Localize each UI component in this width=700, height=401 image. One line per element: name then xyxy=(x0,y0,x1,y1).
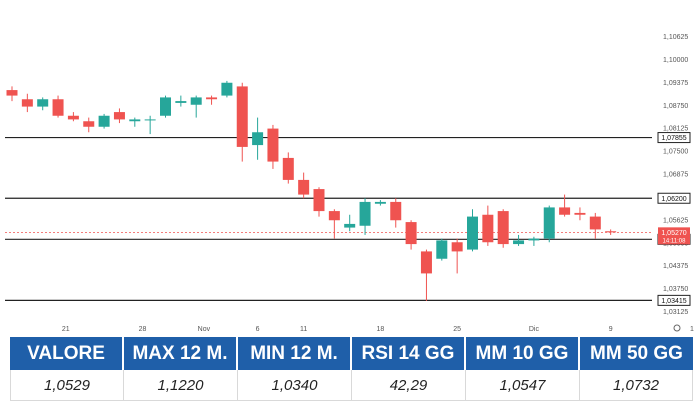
stat-value: 1,1220 xyxy=(124,370,238,401)
candle-body xyxy=(467,216,478,250)
candle-body xyxy=(298,179,310,195)
stat-mm-10gg: MM 10 GG 1,0547 xyxy=(466,337,580,401)
candle-body xyxy=(420,251,432,274)
level-badge xyxy=(657,192,691,204)
stat-value: 1,0340 xyxy=(238,370,352,401)
candle-body xyxy=(98,115,110,127)
current-price-badge xyxy=(658,227,690,245)
stat-label: MAX 12 M. xyxy=(124,337,238,370)
stat-min-12m: MIN 12 M. 1,0340 xyxy=(238,337,352,401)
current-price-label: 1,05270 xyxy=(661,230,686,237)
candle-body xyxy=(21,99,33,107)
stat-valore: VALORE 1,0529 xyxy=(10,337,124,401)
stat-label: RSI 14 GG xyxy=(352,337,466,370)
stat-rsi-14gg: RSI 14 GG 42,29 xyxy=(352,337,466,401)
candle-body xyxy=(282,157,294,180)
candlestick-chart: 1,10625 1,10000 1,09375 1,08750 1,08125 1,075… xyxy=(5,34,694,333)
candle-body xyxy=(267,128,279,162)
y-tick-label: 1,08125 xyxy=(663,126,688,133)
stat-max-12m: MAX 12 M. 1,1220 xyxy=(124,337,238,401)
level-badge xyxy=(657,294,691,306)
candle-body xyxy=(344,223,356,228)
candle-body xyxy=(236,86,248,147)
candle-body xyxy=(52,99,64,116)
y-tick-label: 1,03750 xyxy=(663,286,688,293)
candle-body xyxy=(405,222,417,245)
candle-body xyxy=(497,211,509,245)
candle-body xyxy=(129,119,141,122)
x-tick-label: 18 xyxy=(377,326,385,333)
x-tick-label: Nov xyxy=(198,326,211,333)
y-tick-label: 1,04375 xyxy=(663,263,688,270)
candle-body xyxy=(160,97,171,116)
stat-value: 1,0529 xyxy=(10,370,124,401)
candle-body xyxy=(83,121,95,127)
x-tick-label: 25 xyxy=(453,326,461,333)
y-tick-label: 1,10000 xyxy=(663,57,688,64)
level-badge-label: 1,03415 xyxy=(661,298,686,305)
countdown-label: 14:11:08 xyxy=(663,238,687,244)
y-tick-label: 1,09375 xyxy=(663,80,688,87)
y-tick-label: 1,10625 xyxy=(663,34,688,41)
candle-body xyxy=(589,216,601,230)
candle-body xyxy=(451,242,463,252)
candle-body xyxy=(144,119,156,121)
stat-mm-50gg: MM 50 GG 1,0732 xyxy=(580,337,693,401)
candle-body xyxy=(190,97,202,105)
x-tick-label: 11 xyxy=(300,326,307,333)
x-tick-label: 1 xyxy=(690,326,694,333)
candle-body xyxy=(605,231,617,233)
stat-value: 42,29 xyxy=(352,370,466,401)
candle-body xyxy=(206,97,218,100)
candle-body xyxy=(67,115,79,120)
candle-body xyxy=(390,201,402,221)
candle-body xyxy=(175,101,187,103)
x-tick-label: 9 xyxy=(609,326,613,333)
candle-body xyxy=(513,240,525,245)
stats-table: VALORE 1,0529 MAX 12 M. 1,1220 MIN 12 M.… xyxy=(10,337,693,401)
x-tick-label: 21 xyxy=(62,326,70,333)
stat-label: MM 10 GG xyxy=(466,337,580,370)
candle-body xyxy=(359,201,371,226)
candle-body xyxy=(252,132,264,146)
stat-value: 1,0732 xyxy=(580,370,693,401)
candle-body xyxy=(313,189,325,212)
candle-body xyxy=(559,207,571,215)
candle-body xyxy=(436,240,448,259)
y-tick-label: 1,05625 xyxy=(663,217,688,224)
candle-body xyxy=(574,212,586,215)
candle-body xyxy=(37,99,49,107)
y-tick-label: 1,07500 xyxy=(663,149,688,156)
level-badge xyxy=(657,132,691,144)
y-tick-label: 1,08750 xyxy=(663,103,688,110)
candle-body xyxy=(543,207,555,239)
stat-label: VALORE xyxy=(10,337,124,370)
candle-body xyxy=(528,238,540,241)
candle-body xyxy=(6,90,18,96)
level-badge-label: 1,06200 xyxy=(661,196,686,203)
candle-body xyxy=(221,82,233,96)
stat-label: MIN 12 M. xyxy=(238,337,352,370)
candle-body xyxy=(482,214,494,243)
settings-icon xyxy=(673,324,681,332)
candle-body xyxy=(328,211,340,221)
level-badge-label: 1,07855 xyxy=(661,135,686,142)
y-tick-label: 1,06875 xyxy=(663,172,688,179)
candle-body xyxy=(113,112,125,120)
x-tick-label: 6 xyxy=(256,326,260,333)
stat-label: MM 50 GG xyxy=(580,337,693,370)
stat-value: 1,0547 xyxy=(466,370,580,401)
x-tick-label: 28 xyxy=(139,326,147,333)
x-tick-label: Dic xyxy=(529,326,540,333)
candle-body xyxy=(374,201,386,204)
y-tick-label: 1,03125 xyxy=(663,309,688,316)
